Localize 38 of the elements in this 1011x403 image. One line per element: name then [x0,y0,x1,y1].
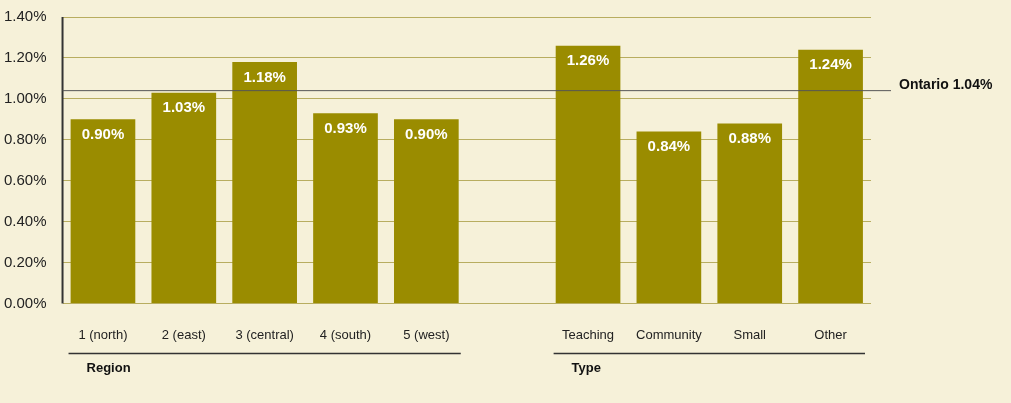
y-tick-label: 1.00% [4,88,47,106]
ref-line-label: Ontario 1.04% [899,75,993,92]
bar [636,131,702,303]
bar [555,45,621,303]
y-tick-label: 1.40% [4,7,47,25]
text: Region [86,360,131,376]
y-tick-label: 1.20% [4,48,47,66]
bar [313,113,378,303]
x-tick-label: 3 (central) [235,326,294,342]
x-tick-label: Teaching [562,326,615,342]
data-label: 0.90% [405,124,448,142]
x-tick-label: 4 (south) [319,326,372,342]
data-label: 0.84% [647,137,691,155]
bar [798,49,863,303]
x-tick-label: 5 (west) [403,326,450,342]
y-tick-label: 0.20% [4,252,47,270]
x-tick-label: 2 (east) [161,326,206,342]
text: Type [571,360,601,376]
bar [717,123,783,303]
bar [394,119,459,303]
bar [232,62,297,303]
x-tick-label: Community [636,326,703,342]
y-tick-label: 0.80% [4,129,47,147]
y-tick-label: 0.00% [4,293,47,311]
x-tick-label: Other [814,326,848,342]
bar [70,119,136,303]
y-tick-label: 0.40% [4,211,47,229]
data-label: 0.93% [324,118,367,136]
x-tick-label: 1 (north) [78,326,128,342]
data-label: 0.88% [728,129,771,147]
y-tick-label: 0.60% [4,170,47,188]
x-tick-label: Small [733,326,767,342]
data-label: 1.03% [162,98,206,116]
data-label: 1.24% [809,55,852,73]
bar [151,92,217,303]
data-label: 0.90% [81,124,125,142]
data-label: 1.26% [566,51,610,69]
data-label: 1.18% [243,67,286,85]
